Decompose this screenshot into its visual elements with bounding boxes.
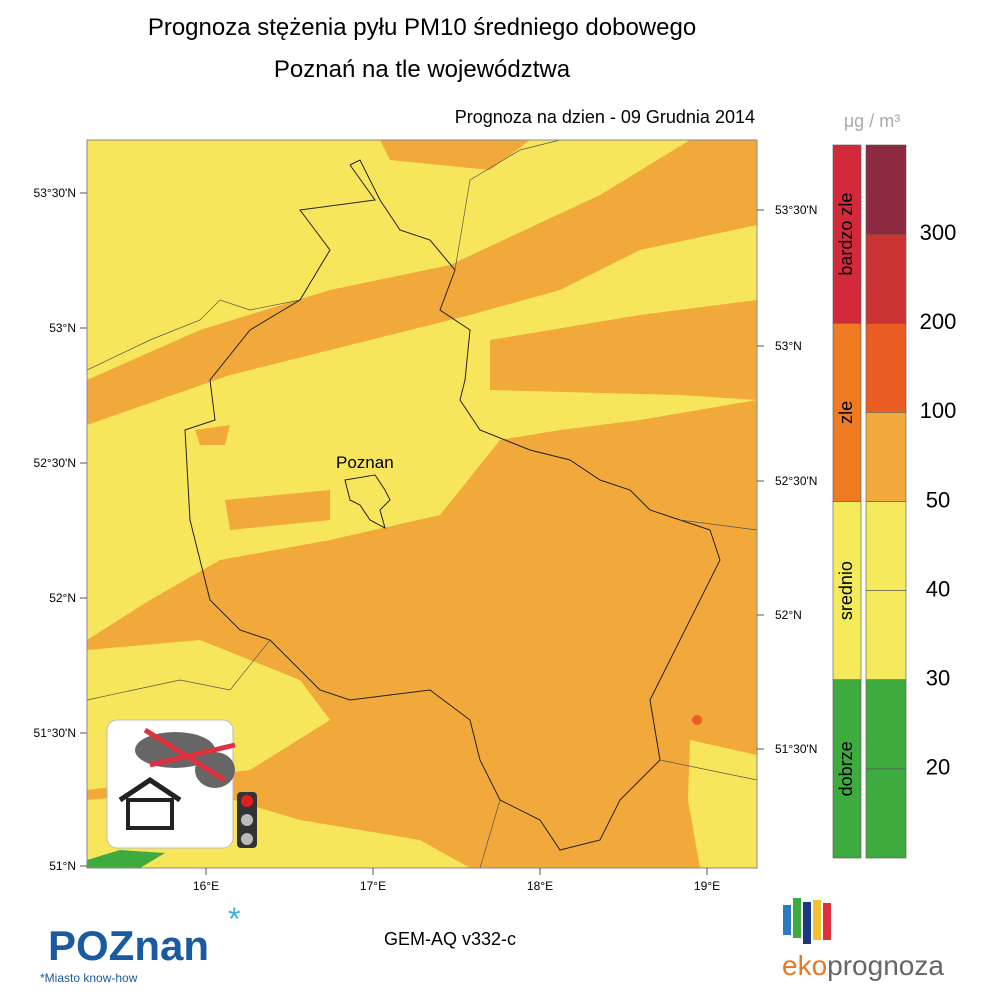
- scale-label: 100: [920, 398, 957, 423]
- scale-swatch: [865, 144, 907, 235]
- map-frame: [86, 139, 758, 869]
- scale-swatch: [865, 233, 907, 324]
- scale-label: 300: [920, 220, 957, 245]
- lon-label: 19°E: [694, 879, 720, 893]
- lat-label-left: 51°N: [49, 859, 76, 873]
- unit: μg / m³: [844, 111, 900, 131]
- lat-label-left: 53°30'N: [34, 186, 76, 200]
- lat-label-right: 52°N: [775, 608, 802, 622]
- legend-category: [832, 322, 862, 502]
- lat-label-left: 52°N: [49, 591, 76, 605]
- scale-swatch: [865, 412, 907, 502]
- lat-label-left: 53°N: [49, 321, 76, 335]
- scale-label: 200: [920, 309, 957, 334]
- legend-category: [832, 679, 862, 859]
- scale-label: 50: [926, 487, 950, 512]
- model: GEM-AQ v332-c: [384, 929, 516, 949]
- lat-label-left: 51°30'N: [34, 726, 76, 740]
- lat-label-right: 53°N: [775, 339, 802, 353]
- scale-swatch: [865, 590, 907, 681]
- legend-category-label: zle: [836, 401, 856, 424]
- lat-label-left: 52°30'N: [34, 456, 76, 470]
- scale-swatch: [865, 768, 907, 859]
- logo: POZnan: [48, 922, 209, 969]
- scale-label: 30: [926, 666, 950, 691]
- legend-category: [832, 144, 862, 324]
- scale-label: 20: [926, 755, 950, 780]
- legend: bardzo zle zle srednio dobrze 300 200 100 50 40 3…: [832, 144, 957, 859]
- scale-swatch: [865, 501, 907, 591]
- legend-category: [832, 501, 862, 681]
- lon-label: 17°E: [360, 879, 386, 893]
- legend-category-label: bardzo zle: [836, 193, 856, 276]
- brand-eko: eko: [782, 950, 827, 981]
- subtitle: Poznań na tle województwa: [274, 56, 571, 83]
- forecast-date: Prognoza na dzien - 09 Grudnia 2014: [455, 107, 755, 127]
- lat-label-right: 53°30'N: [775, 203, 817, 217]
- lat-label-right: 51°30'N: [775, 742, 817, 756]
- legend-category-label: dobrze: [836, 741, 856, 796]
- tagline: *Miasto know-how: [40, 971, 138, 985]
- lon-label: 16°E: [193, 879, 219, 893]
- brand-bars: [783, 898, 831, 944]
- legend-category-label: srednio: [836, 561, 856, 620]
- title: Prognoza stężenia pyłu PM10 średniego do…: [148, 14, 696, 41]
- scale-swatch: [865, 322, 907, 413]
- city-label: Poznan: [336, 453, 394, 472]
- logo-star: *: [228, 901, 240, 937]
- lon-label: 18°E: [527, 879, 553, 893]
- scale-swatch: [865, 679, 907, 770]
- scale-label: 40: [926, 576, 950, 601]
- brand: ekoprognoza: [782, 950, 944, 981]
- lat-label-right: 52°30'N: [775, 474, 817, 488]
- inset-icon: [106, 719, 257, 849]
- brand-rest: prognoza: [827, 950, 944, 981]
